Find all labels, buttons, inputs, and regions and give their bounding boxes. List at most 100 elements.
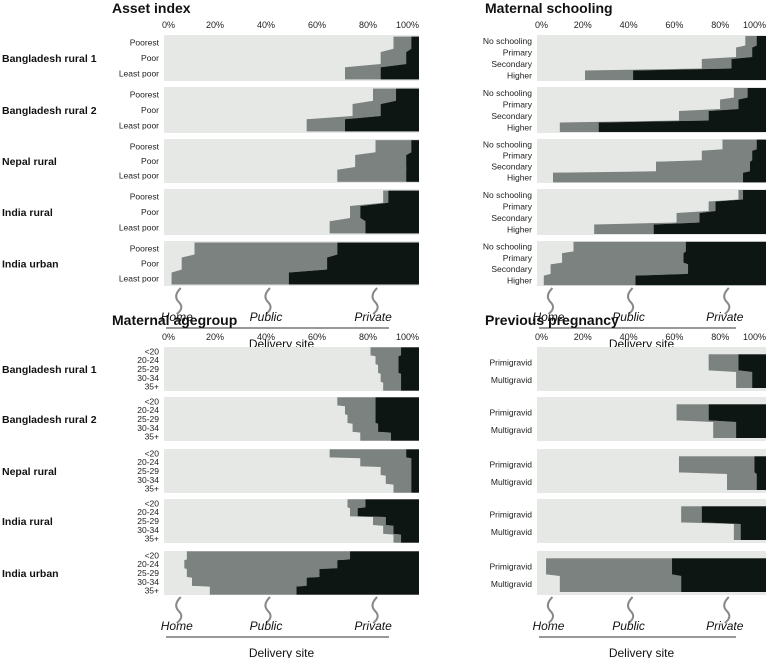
area-public [337, 140, 412, 182]
bar-home [164, 88, 374, 101]
category-label: <20 [145, 346, 160, 356]
group-nepal-rural: Primigravid Multigravid [489, 449, 766, 493]
country-label: Bangladesh rural 2 [2, 105, 97, 117]
x-tick-label: 20% [574, 332, 592, 342]
bar-home [164, 190, 384, 203]
legend-pointer-public [627, 596, 635, 624]
bar-home [537, 122, 560, 132]
category-label: Poorest [130, 90, 160, 100]
legend-pointer-public [264, 287, 272, 315]
area-private [701, 506, 766, 540]
bar-home [164, 449, 330, 458]
x-tick-label: 100% [396, 332, 419, 342]
category-label: Primary [503, 151, 533, 161]
bar-home [164, 155, 356, 167]
category-label: Poor [141, 259, 159, 269]
legend-pointer-public [627, 287, 635, 315]
area-private [633, 36, 766, 80]
bar-home [537, 224, 595, 234]
area-public [681, 506, 741, 540]
category-label: 35+ [145, 484, 159, 494]
bar-home [164, 458, 361, 467]
area-public [559, 88, 748, 132]
legend-home: Home [532, 619, 564, 633]
category-label: Primigravid [489, 509, 532, 519]
group-bangladesh-rural-1: Primigravid Multigravid [489, 347, 766, 391]
bar-home [164, 423, 353, 432]
bar-home [164, 272, 172, 285]
bar-home [164, 499, 348, 508]
bar-home [164, 406, 346, 415]
bar-home [537, 354, 709, 371]
bar-home [537, 70, 586, 80]
area-public [594, 190, 744, 234]
legend-pointer-home [546, 287, 554, 315]
category-label: <20 [145, 448, 160, 458]
legend-public: Public [250, 619, 283, 633]
category-label: Higher [507, 70, 532, 80]
category-label: 20-24 [137, 457, 159, 467]
group-india-rural: India rural Poorest Poor Least poor [2, 189, 419, 235]
category-label: No schooling [483, 190, 532, 200]
bar-home [537, 275, 544, 286]
bar-home [164, 525, 384, 534]
bar-home [164, 67, 346, 80]
panel-maternal-schooling: Maternal schooling 0% 20% 40% 60% 80% 100% No s… [483, 0, 766, 351]
category-label: Secondary [491, 111, 532, 121]
bar-home [537, 36, 746, 46]
category-label: <20 [145, 550, 160, 560]
legend-private: Private [706, 619, 744, 633]
bar-home [537, 558, 547, 575]
bar-home [537, 59, 702, 69]
legend-pointer-private [723, 596, 731, 624]
bar-home [537, 524, 734, 540]
category-label: Higher [507, 224, 532, 234]
category-label: Secondary [491, 213, 532, 223]
group-nepal-rural: Nepal rural Poorest Poor Least poor [2, 139, 419, 183]
category-label: Multigravid [491, 425, 532, 435]
bar-home [537, 47, 737, 57]
x-tick-label: 0% [535, 332, 548, 342]
legend-pointer-private [371, 287, 379, 315]
category-label: 30-34 [137, 423, 159, 433]
area-private [398, 347, 419, 391]
legend-home: Home [532, 310, 564, 324]
category-label: Primigravid [489, 357, 532, 367]
bar-home [164, 36, 394, 49]
group-india-urban: Primigravid Multigravid [489, 551, 766, 595]
group-bangladesh-rural-2: Bangladesh rural 2 Poorest Poor Least poor [2, 87, 419, 133]
category-label: Multigravid [491, 527, 532, 537]
x-tick-label: 60% [665, 20, 683, 30]
category-label: Poor [141, 207, 159, 217]
category-label: Secondary [491, 264, 532, 274]
legend-private: Private [706, 310, 744, 324]
bar-home [537, 190, 739, 200]
x-tick-label: 80% [711, 332, 729, 342]
category-label: Primary [503, 253, 533, 263]
panel-title: Maternal agegroup [112, 312, 237, 328]
area-public [585, 36, 757, 80]
area-private [296, 551, 419, 595]
bar-home [164, 242, 195, 255]
bar-home [164, 534, 394, 543]
category-label: Poorest [130, 141, 160, 151]
category-label: Secondary [491, 59, 532, 69]
area-private [380, 36, 419, 80]
category-label: 20-24 [137, 355, 159, 365]
category-label: Higher [507, 173, 532, 183]
category-label: <20 [145, 396, 160, 406]
bar-home [164, 221, 330, 234]
group-india-rural: Primigravid Multigravid [489, 499, 766, 543]
country-label: India urban [2, 568, 59, 580]
bar-home [164, 560, 185, 569]
x-tick-label: 80% [359, 20, 377, 30]
category-label: 25-29 [137, 414, 159, 424]
area-public [676, 404, 737, 438]
country-label: Nepal rural [2, 156, 57, 168]
x-tick-label: 0% [162, 20, 175, 30]
x-tick-label: 40% [620, 332, 638, 342]
area-public [543, 241, 689, 286]
category-label: Multigravid [491, 477, 532, 487]
